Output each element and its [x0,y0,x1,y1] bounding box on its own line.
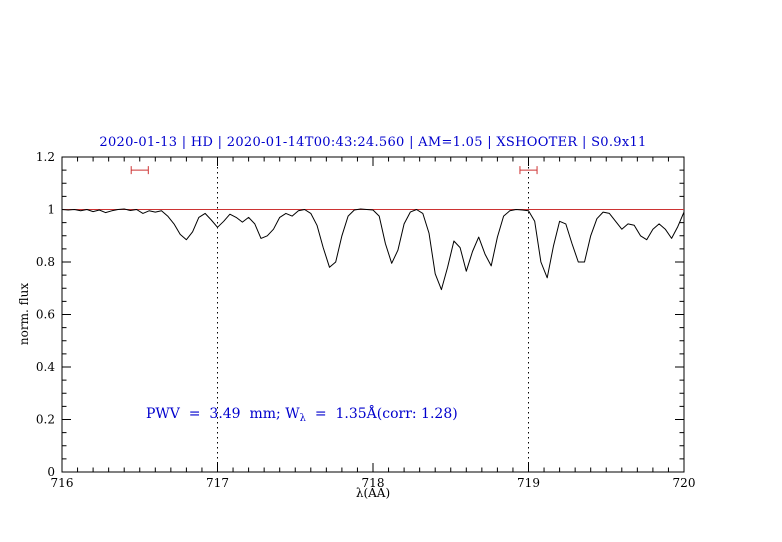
plot-title: 2020-01-13 | HD | 2020-01-14T00:43:24.56… [99,135,647,150]
x-tick-label: 719 [517,476,540,490]
y-tick-label: 0 [47,465,55,479]
y-tick-label: 0.8 [36,255,55,269]
pwv-annotation: PWV = 3.49 mm; Wλ = 1.35Å(corr: 1.28) [146,406,458,424]
spectrum-line [61,208,685,291]
x-axis-label: λ(AA) [355,486,391,500]
pwv-annotation-suffix: = 1.35Å(corr: 1.28) [305,405,458,422]
pwv-annotation-sub: λ [299,412,306,424]
pwv-annotation-prefix: PWV = 3.49 mm; W [145,405,300,422]
y-tick-label: 1 [47,203,55,217]
y-tick-label: 1.2 [36,150,55,164]
plot-frame [61,156,685,473]
y-tick-label: 0.6 [36,308,55,322]
x-tick-label: 716 [51,476,74,490]
y-tick-label: 0.4 [36,360,55,374]
y-tick-label: 0.2 [36,413,55,427]
y-axis-label: norm. flux [17,282,31,346]
x-tick-label: 720 [673,476,696,490]
x-tick-label: 717 [206,476,229,490]
x-tick-label: 718 [362,476,385,490]
